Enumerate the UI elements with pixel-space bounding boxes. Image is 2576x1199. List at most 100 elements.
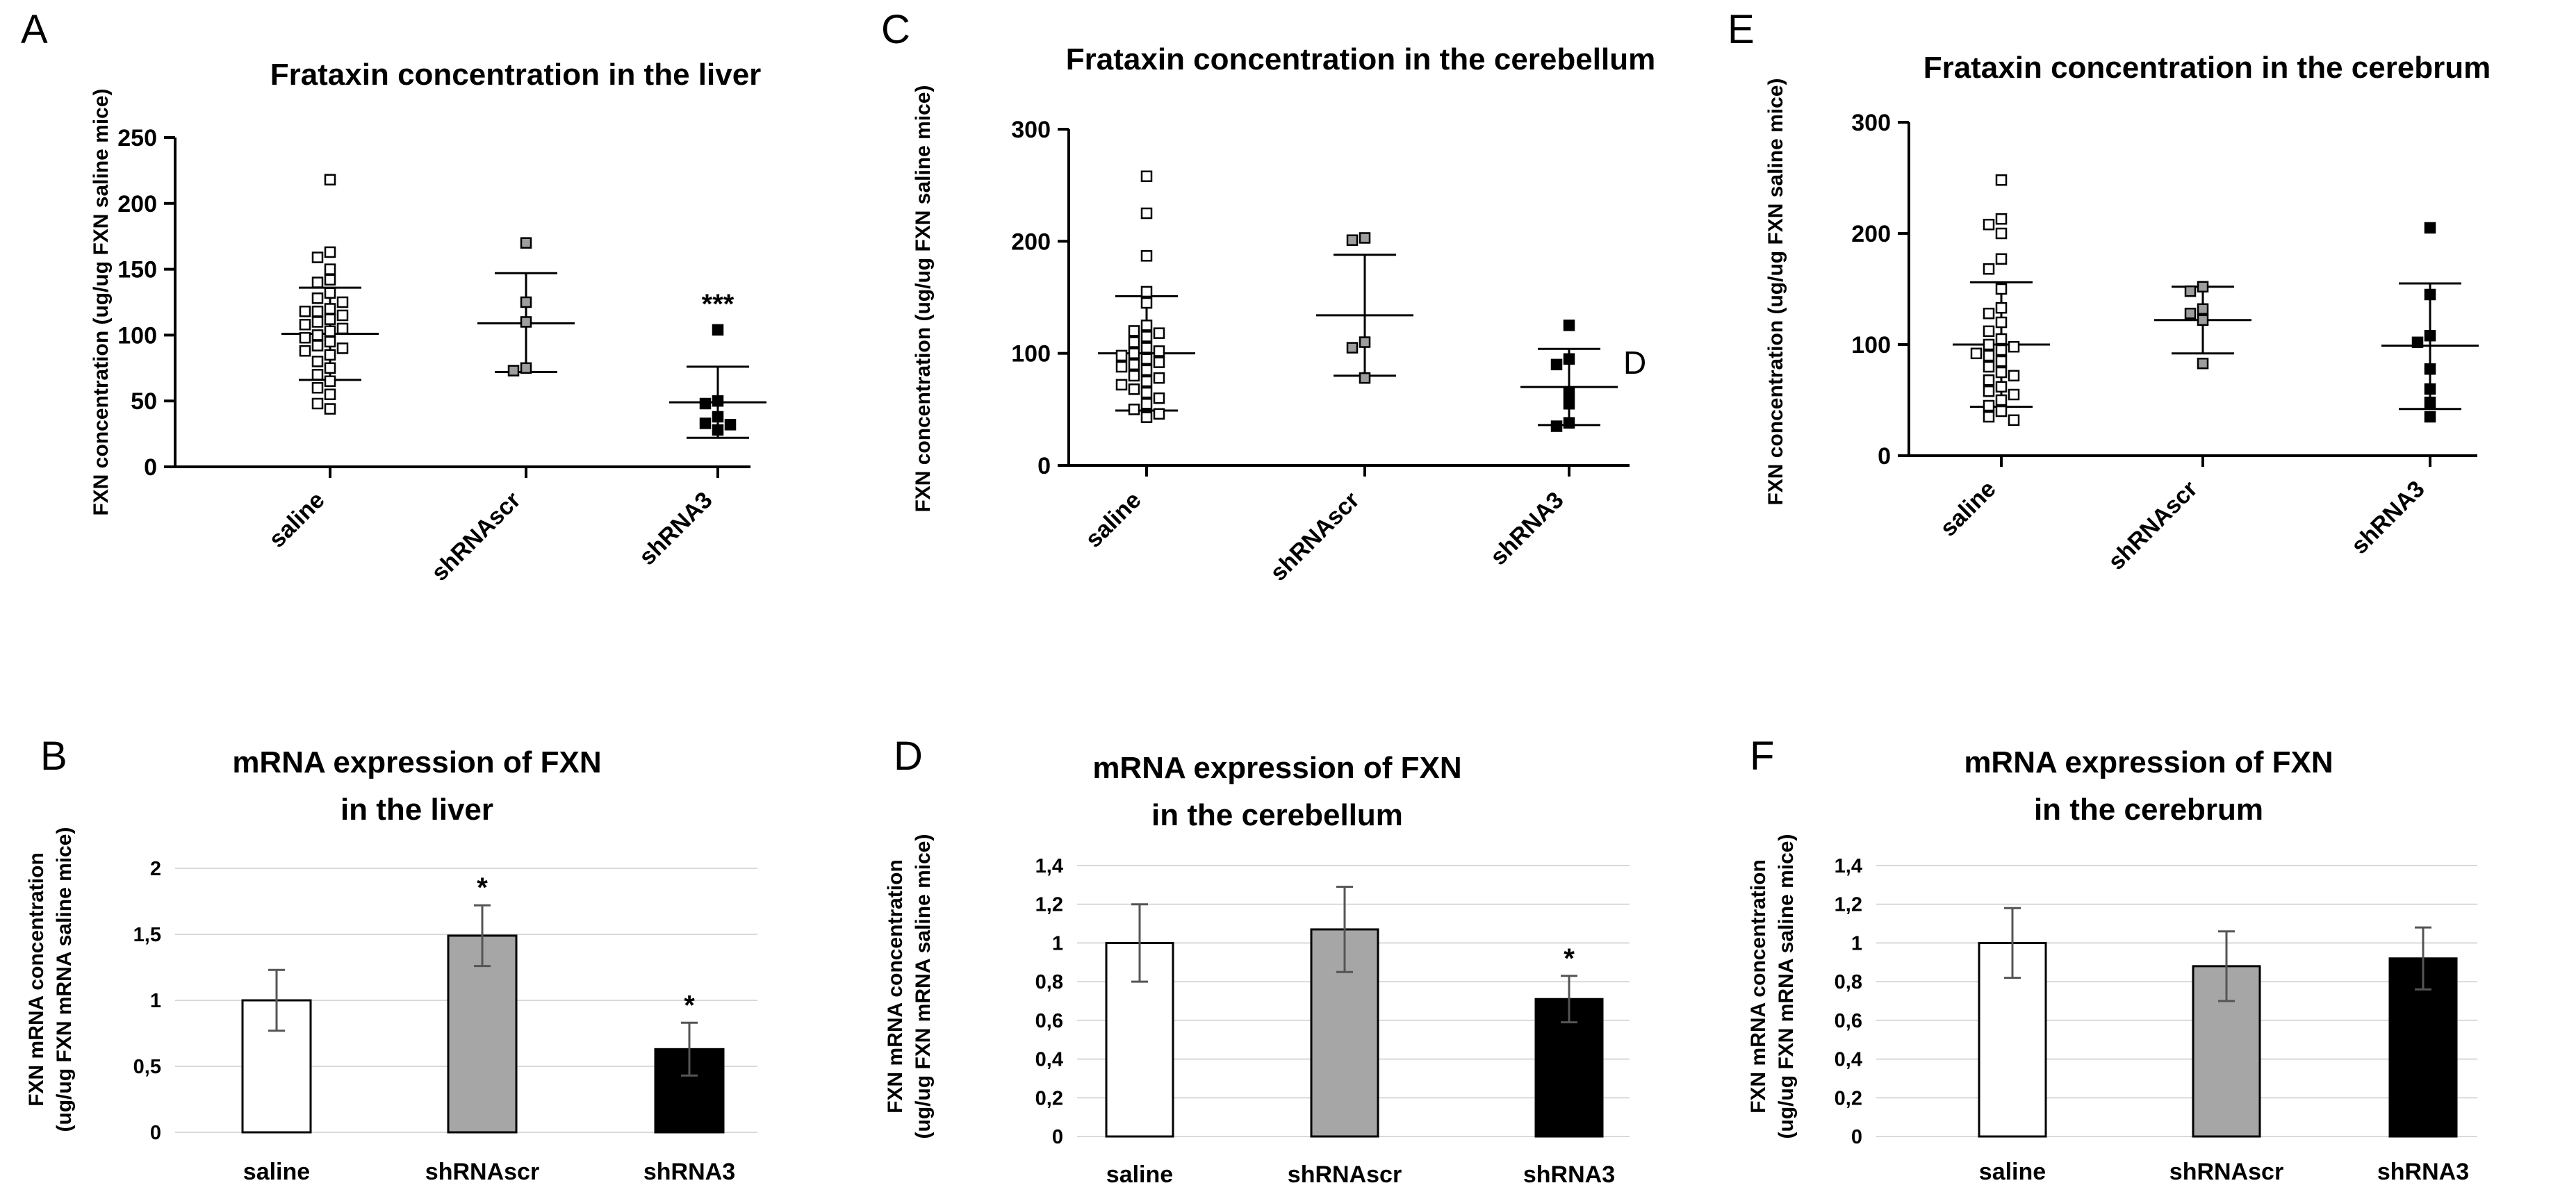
y-tick-label: 1,2 xyxy=(1835,894,1862,916)
y-tick-label: 1,2 xyxy=(1035,894,1063,916)
y-tick-label: 1,5 xyxy=(133,924,161,946)
data-point xyxy=(699,397,712,410)
data-point xyxy=(324,403,336,415)
data-point xyxy=(2424,222,2436,234)
data-point xyxy=(299,318,311,331)
data-point xyxy=(299,306,311,317)
y-tick-label: 0,8 xyxy=(1035,971,1063,993)
data-point xyxy=(324,246,336,258)
data-point xyxy=(1346,342,1359,354)
data-point xyxy=(1995,283,2008,295)
data-point xyxy=(1140,353,1153,365)
panel-letter: A xyxy=(21,7,48,52)
data-point xyxy=(324,349,336,361)
y-tick-label: 1 xyxy=(1052,932,1063,954)
y-tick-label: 100 xyxy=(1011,341,1051,367)
data-point xyxy=(311,329,324,341)
data-point xyxy=(311,381,324,394)
data-point xyxy=(1115,361,1128,373)
group-saline xyxy=(1098,170,1195,423)
data-point xyxy=(1153,408,1165,420)
y-tick-label: 1 xyxy=(150,990,161,1012)
data-point xyxy=(1995,253,2008,265)
y-tick-label: 300 xyxy=(1011,117,1051,143)
data-point xyxy=(712,424,724,436)
data-point xyxy=(2424,329,2436,342)
y-tick-label: 0 xyxy=(1878,443,1891,470)
data-point xyxy=(1128,347,1140,359)
data-point xyxy=(2184,307,2197,320)
y-tick-label: 1,4 xyxy=(1835,855,1862,877)
data-point xyxy=(1983,325,1995,338)
panel-letter: B xyxy=(40,734,67,779)
data-point xyxy=(324,303,336,315)
y-axis-label: FXN mRNA concentration xyxy=(884,859,907,1114)
data-point xyxy=(324,336,336,348)
chart-title: in the cerebellum xyxy=(1151,798,1403,832)
data-point xyxy=(1563,320,1575,331)
data-point xyxy=(699,417,712,429)
data-point xyxy=(311,306,324,317)
data-point xyxy=(324,274,336,286)
y-tick-label: 0,4 xyxy=(1835,1049,1862,1071)
data-point xyxy=(2197,314,2209,326)
panel-c: C Frataxin concentration in the cerebellu… xyxy=(881,7,1655,586)
y-tick-label: 0 xyxy=(1037,453,1051,479)
y-tick-label: 300 xyxy=(1851,110,1891,136)
data-point xyxy=(2008,340,2020,353)
significance-marker: * xyxy=(684,990,695,1020)
data-point xyxy=(1153,372,1165,384)
panel-letter: C xyxy=(881,7,910,52)
chart-title: Frataxin concentration in the liver xyxy=(270,58,762,92)
data-point xyxy=(336,322,349,335)
data-point xyxy=(2411,336,2424,349)
y-axis-label: (ug/ug FXN mRNA saline mice) xyxy=(1775,834,1798,1139)
group-shRNA3 xyxy=(2381,222,2479,423)
y-tick-label: 200 xyxy=(1851,221,1891,247)
y-tick-label: 150 xyxy=(117,257,157,283)
data-point xyxy=(1983,338,1995,351)
data-point xyxy=(2424,396,2436,408)
data-point xyxy=(1115,349,1128,362)
chart-title: mRNA expression of FXN xyxy=(1092,751,1461,785)
chart-title: mRNA expression of FXN xyxy=(1964,745,2333,779)
data-point xyxy=(1563,353,1575,365)
data-point xyxy=(1153,327,1165,339)
data-point xyxy=(1140,250,1153,262)
y-tick-label: 200 xyxy=(117,191,157,217)
data-point xyxy=(1983,385,1995,397)
data-point xyxy=(712,411,724,423)
data-point xyxy=(2008,388,2020,401)
data-point xyxy=(1140,342,1153,354)
data-point xyxy=(520,237,532,249)
data-point xyxy=(1995,227,2008,240)
panel-e: E Frataxin concentration in the cerebrum F… xyxy=(1728,7,2491,575)
data-point xyxy=(1995,394,2008,406)
y-tick-label: 50 xyxy=(131,388,157,415)
data-point xyxy=(1140,398,1153,410)
significance-marker: *** xyxy=(702,289,735,320)
data-point xyxy=(299,345,311,357)
data-point xyxy=(1128,336,1140,348)
data-point xyxy=(1970,347,1983,360)
panel-letter: D xyxy=(894,734,923,779)
data-point xyxy=(1140,320,1153,331)
x-tick-label: saline xyxy=(1106,1161,1173,1188)
data-point xyxy=(1983,349,1995,362)
y-axis-label: (ug/ug FXN mRNA saline mice) xyxy=(912,834,935,1139)
y-tick-label: 0,5 xyxy=(133,1056,161,1078)
data-point xyxy=(1140,375,1153,388)
data-point xyxy=(311,369,324,381)
data-point xyxy=(1140,207,1153,220)
data-point xyxy=(1995,366,2008,379)
data-point xyxy=(311,356,324,367)
data-point xyxy=(1995,344,2008,356)
data-point xyxy=(1550,358,1563,371)
x-tick-label: saline xyxy=(264,487,330,553)
bar-shRNAscr xyxy=(447,934,518,1134)
data-point xyxy=(324,287,336,299)
data-point xyxy=(1128,383,1140,395)
data-point xyxy=(724,419,737,431)
data-point xyxy=(1983,263,1995,275)
